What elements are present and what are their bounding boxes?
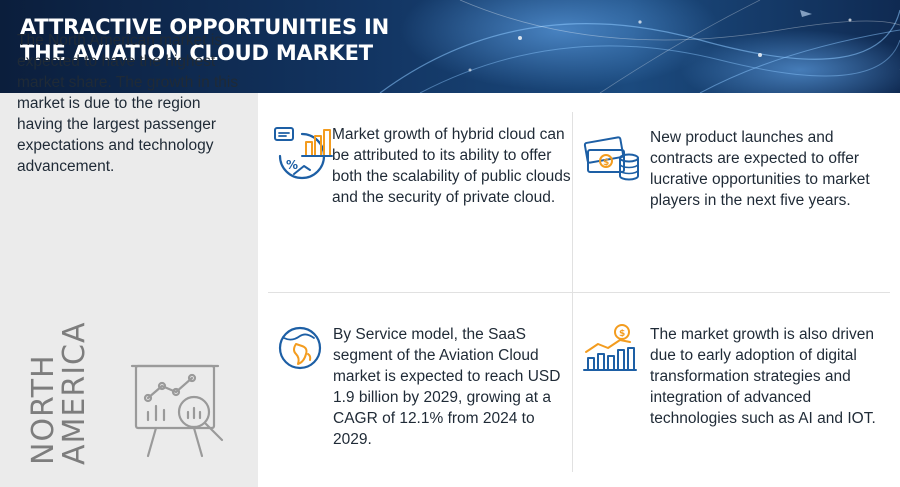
presentation-analytics-icon <box>130 364 224 458</box>
opportunity-card-hybrid-cloud: Market growth of hybrid cloud can be att… <box>332 126 571 206</box>
opportunity-card-product-launches: New product launches and contracts are e… <box>650 129 870 209</box>
region-label: North America <box>26 321 92 465</box>
row-divider <box>268 292 890 293</box>
svg-text:$: $ <box>619 329 625 339</box>
opportunity-card-digital-transformation: The market growth is also driven due to … <box>650 326 876 427</box>
svg-text:%: % <box>286 158 298 172</box>
bar-growth-dollar-icon: $ <box>583 324 637 371</box>
money-coins-icon: $ <box>583 136 639 181</box>
opportunity-card-saas-segment: By Service model, the SaaS segment of th… <box>333 326 561 448</box>
header-banner: Attractive Opportunities in the Aviation… <box>0 0 900 93</box>
hybrid-cloud-growth-icon: % <box>274 127 333 180</box>
page-title: Attractive Opportunities in the Aviation… <box>20 15 390 65</box>
globe-icon <box>278 326 322 370</box>
region-description: The North American market is expected to… <box>17 32 239 175</box>
banner-background-art <box>379 0 900 93</box>
svg-text:$: $ <box>603 158 609 168</box>
